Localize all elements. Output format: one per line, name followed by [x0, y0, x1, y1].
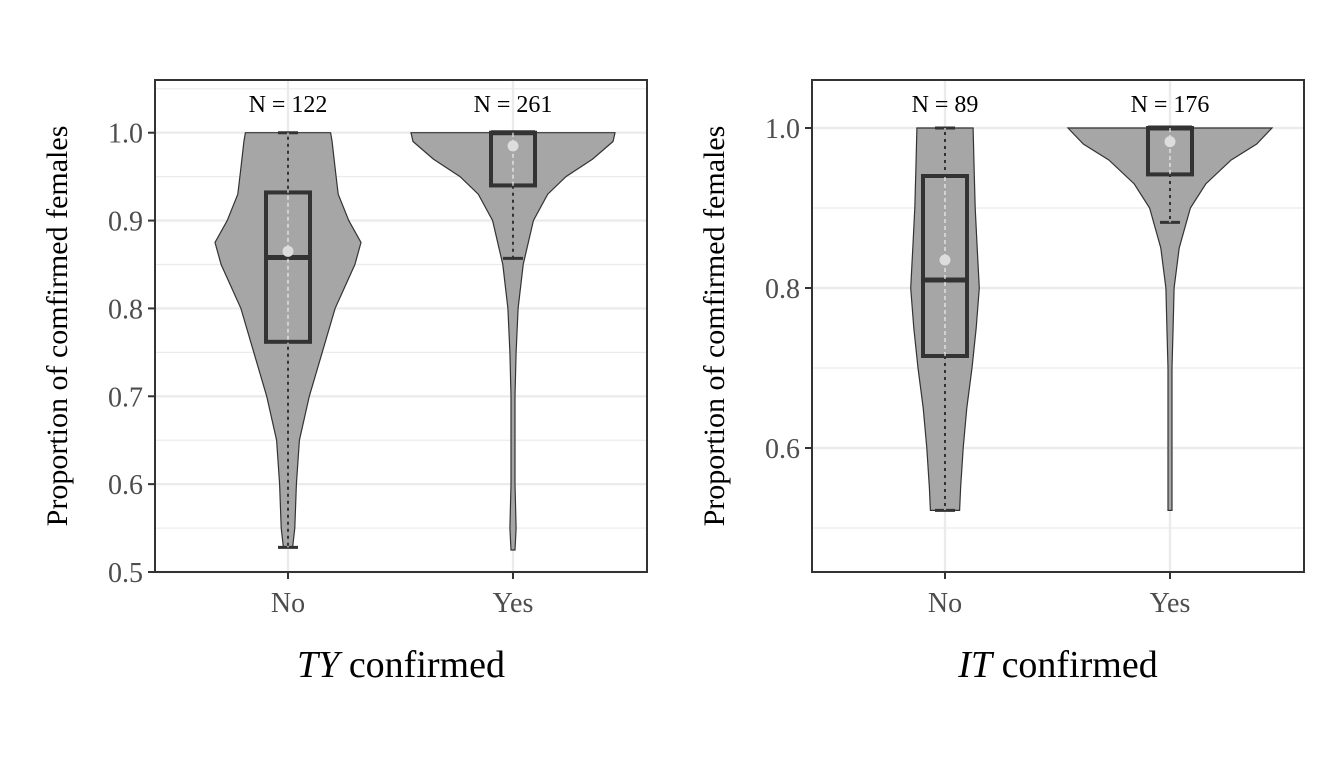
x-axis-label-rest: confirmed: [339, 644, 505, 686]
x-axis-label-italic: IT: [957, 644, 995, 686]
violin-yes: [1066, 127, 1274, 511]
mean-point: [507, 140, 519, 152]
mean-point: [1164, 136, 1176, 148]
y-axis-label: Proportion of comfirmed females: [698, 126, 731, 527]
panel-border: [811, 79, 1305, 573]
x-tick-label: Yes: [493, 588, 534, 619]
y-tick-label: 0.7: [108, 382, 143, 413]
x-tick-label: No: [928, 588, 962, 619]
x-tick-label: Yes: [1150, 588, 1191, 619]
n-label: N = 261: [474, 92, 553, 118]
y-tick-label: 0.8: [765, 274, 800, 305]
y-tick-label: 0.8: [108, 294, 143, 325]
n-label: N = 122: [249, 92, 328, 118]
x-axis-label: TY confirmed: [297, 644, 505, 686]
chart-panel-1: N = 122 No N = 261 Yes 0.5 0.6 0.7 0.8 0.9 1.0 Pro…: [41, 79, 648, 686]
x-axis-label-italic: TY: [297, 644, 343, 686]
mean-point: [282, 245, 294, 257]
violin-yes: [410, 132, 616, 551]
chart-panel-2: N = 89 No N = 176 Yes 0.6 0.8 1.0 Proportion of…: [698, 79, 1305, 686]
x-axis-label-rest: confirmed: [992, 644, 1158, 686]
y-tick-label: 0.6: [765, 434, 800, 465]
n-label: N = 176: [1131, 92, 1210, 118]
x-axis-label: IT confirmed: [957, 644, 1157, 686]
y-axis-label: Proportion of comfirmed females: [41, 126, 74, 527]
y-tick-label: 1.0: [108, 119, 143, 150]
y-tick-label: 0.9: [108, 207, 143, 238]
n-label: N = 89: [912, 92, 979, 118]
panel-border: [154, 79, 648, 573]
y-tick-label: 0.6: [108, 470, 143, 501]
mean-point: [939, 254, 951, 266]
x-tick-label: No: [271, 588, 305, 619]
y-tick-label: 0.5: [108, 558, 143, 589]
y-tick-label: 1.0: [765, 114, 800, 145]
